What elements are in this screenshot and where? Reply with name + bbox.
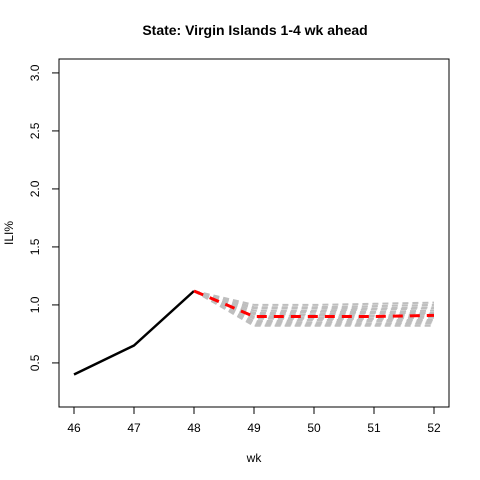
observed-line xyxy=(73,290,195,376)
y-tick-label-0.5: 0.5 xyxy=(28,354,42,371)
x-tick-label-49: 49 xyxy=(247,421,261,435)
y-tick-label-1.5: 1.5 xyxy=(28,238,42,255)
x-axis-label: wk xyxy=(246,451,263,465)
y-tick-label-1.0: 1.0 xyxy=(28,296,42,313)
ensemble-line-9 xyxy=(193,290,435,320)
x-tick-label-52: 52 xyxy=(427,421,441,435)
x-tick-label-47: 47 xyxy=(127,421,141,435)
y-tick-label-2.5: 2.5 xyxy=(28,122,42,139)
forecast-mean-line xyxy=(193,289,435,318)
ensemble-line-3 xyxy=(193,290,435,310)
x-tick-label-50: 50 xyxy=(307,421,321,435)
x-tick-label-48: 48 xyxy=(187,421,201,435)
chart-title: State: Virgin Islands 1-4 wk ahead xyxy=(142,22,367,38)
x-tick-label-51: 51 xyxy=(367,421,381,435)
y-axis: 0.5 1.0 1.5 2.0 2.5 3.0 xyxy=(28,64,60,371)
y-tick-label-3.0: 3.0 xyxy=(28,64,42,81)
y-axis-label: ILI% xyxy=(2,221,16,245)
x-axis: 46 47 48 49 50 51 52 xyxy=(67,406,441,435)
x-tick-label-46: 46 xyxy=(67,421,81,435)
plot-area xyxy=(73,289,435,376)
y-tick-label-2.0: 2.0 xyxy=(28,180,42,197)
ensemble-line-4 xyxy=(193,290,435,312)
ensemble-line-1 xyxy=(193,290,435,306)
